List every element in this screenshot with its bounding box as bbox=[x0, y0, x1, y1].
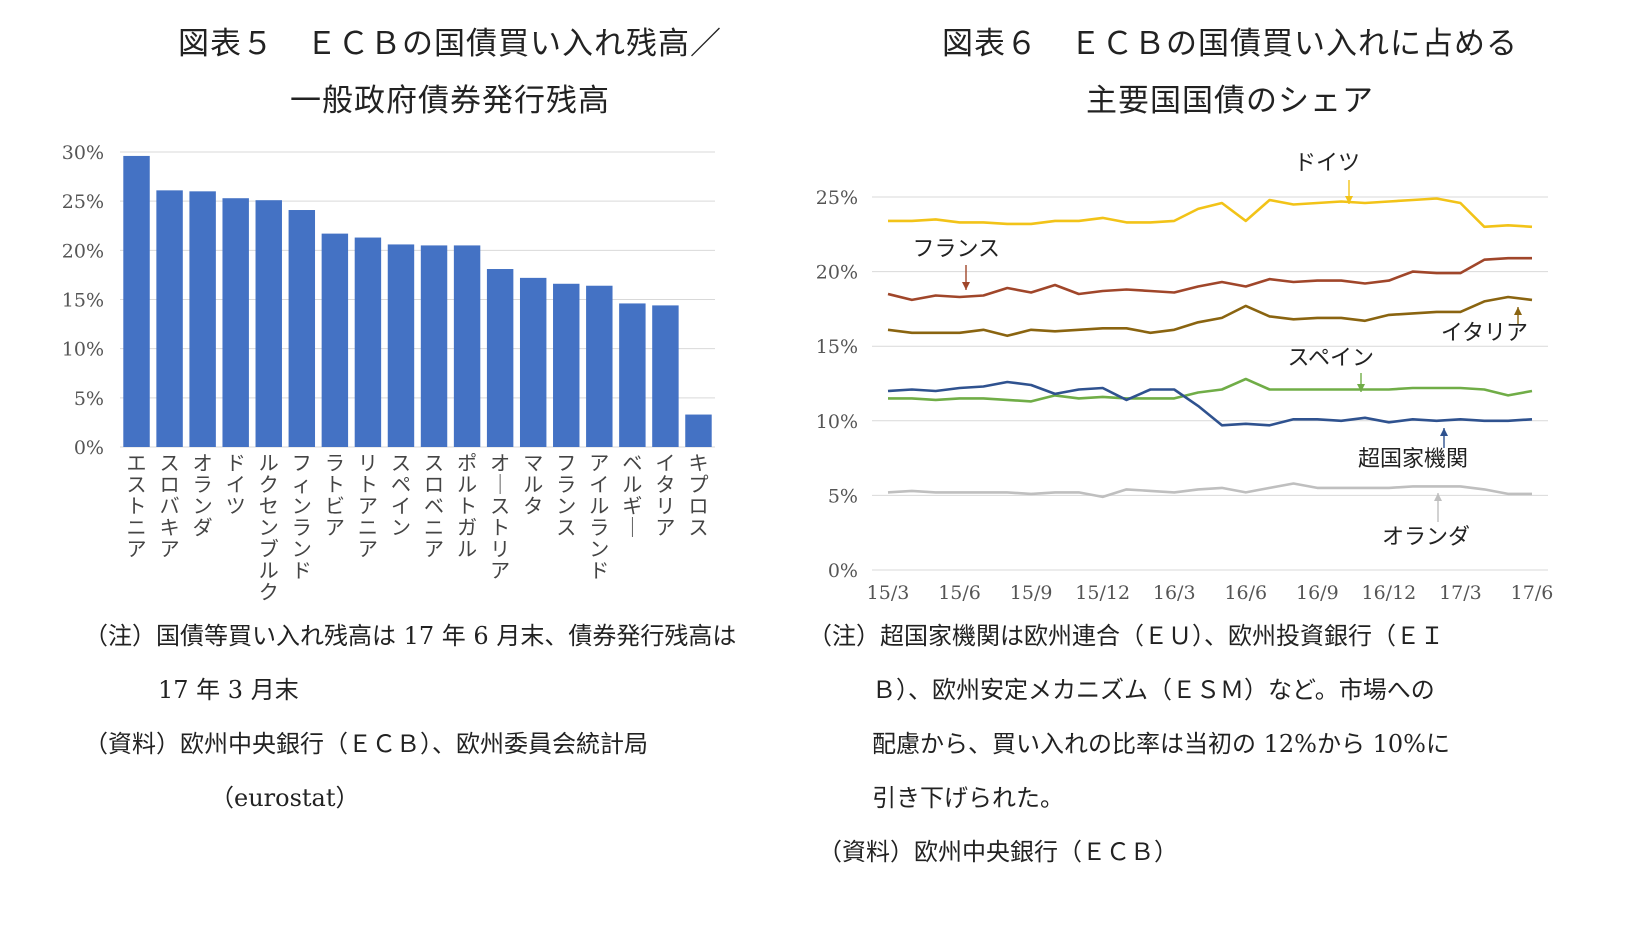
series-line bbox=[887, 295, 1533, 338]
category-label: イタリア bbox=[655, 451, 675, 540]
y-tick-label: 20% bbox=[62, 240, 104, 262]
series-label: 超国家機関 bbox=[1358, 447, 1468, 472]
y-tick-label: 10% bbox=[816, 411, 858, 433]
x-tick-label: 17/6 bbox=[1511, 582, 1554, 604]
series-label: オランダ bbox=[1382, 525, 1470, 550]
chart6-title-line2: 主要国国債のシェア bbox=[1086, 83, 1374, 119]
label-arrowhead bbox=[1440, 428, 1448, 436]
chart6-title: 図表６ ＥＣＢの国債買い入れに占める 主要国国債のシェア bbox=[840, 16, 1620, 130]
bar bbox=[288, 210, 316, 447]
series-line bbox=[888, 197, 1533, 229]
series-line bbox=[887, 482, 1532, 499]
line-chart: 0% 5% 10% 15% 20% 25% 15/3 15/6 15/9 15/12 16/3 16/… bbox=[816, 151, 1554, 604]
series-label: スペイン bbox=[1288, 346, 1374, 371]
bar bbox=[420, 245, 448, 447]
chart5-source-line2: （eurostat） bbox=[210, 784, 360, 812]
series-line bbox=[888, 377, 1533, 403]
bar bbox=[553, 283, 580, 447]
bar bbox=[156, 190, 183, 447]
bar bbox=[387, 244, 415, 447]
chart5-title: 図表５ ＥＣＢの国債買い入れ残高／ 一般政府債券発行残高 bbox=[70, 16, 830, 130]
bar-chart: 0% 5% 10% 15% 20% 25% 30% エストニアスロバキアオランダドイツルクセン… bbox=[62, 142, 715, 604]
bar bbox=[255, 200, 282, 447]
x-tick-label: 16/9 bbox=[1296, 582, 1339, 604]
series-label: フランス bbox=[912, 237, 1000, 262]
category-label: ポルトガル bbox=[457, 451, 477, 561]
category-label: アイルランド bbox=[589, 451, 609, 583]
category-label: エストニア bbox=[127, 451, 147, 561]
chart6-note-line2: Ｂ）、欧州安定メカニズム（ＥＳＭ）など。市場への bbox=[872, 676, 1435, 704]
series-label: ドイツ bbox=[1294, 151, 1360, 176]
category-label: キプロス bbox=[688, 451, 708, 540]
category-label: オ｜ストリア bbox=[490, 451, 510, 583]
category-label: オランダ bbox=[193, 451, 213, 540]
bar bbox=[586, 285, 613, 447]
label-arrowhead bbox=[1434, 493, 1442, 501]
category-label: フランス bbox=[556, 451, 576, 540]
x-tick-label: 16/12 bbox=[1362, 582, 1417, 604]
bar bbox=[519, 277, 547, 447]
x-tick-label: 15/12 bbox=[1075, 582, 1130, 604]
bar bbox=[222, 198, 249, 447]
chart5-note-line2: 17 年 3 月末 bbox=[158, 676, 299, 704]
chart5-title-line1: 図表５ ＥＣＢの国債買い入れ残高／ bbox=[178, 26, 722, 62]
bar bbox=[354, 237, 382, 447]
category-label: ルクセンブルク bbox=[259, 451, 279, 604]
chart5-source-line1: （資料）欧州中央銀行（ＥＣＢ）、欧州委員会統計局 bbox=[84, 730, 648, 758]
x-tick-label: 16/3 bbox=[1153, 582, 1196, 604]
series-line bbox=[887, 256, 1532, 302]
bar bbox=[486, 269, 514, 447]
x-tick-label: 15/9 bbox=[1010, 582, 1053, 604]
bar bbox=[123, 155, 150, 447]
chart6-note-line1: （注）超国家機関は欧州連合（ＥＵ）、欧州投資銀行（ＥＩ bbox=[808, 622, 1444, 650]
bar bbox=[652, 305, 679, 447]
category-label: ベルギ｜ bbox=[622, 451, 642, 540]
bar bbox=[619, 303, 646, 447]
label-arrowhead bbox=[1345, 196, 1353, 204]
chart6-source: （資料）欧州中央銀行（ＥＣＢ） bbox=[818, 838, 1178, 866]
y-tick-label: 20% bbox=[816, 262, 858, 284]
bar bbox=[189, 191, 216, 447]
chart6-note-line3: 配慮から、買い入れの比率は当初の 12%から 10%に bbox=[872, 730, 1450, 758]
x-tick-label: 15/3 bbox=[867, 582, 910, 604]
bar bbox=[321, 233, 349, 447]
category-label: スロバキア bbox=[160, 451, 180, 561]
y-tick-label: 0% bbox=[74, 437, 104, 459]
label-arrowhead bbox=[962, 282, 970, 290]
category-label: スペイン bbox=[391, 451, 411, 540]
category-label: ラトビア bbox=[325, 451, 345, 540]
y-tick-label: 5% bbox=[828, 485, 858, 507]
y-tick-label: 25% bbox=[816, 187, 858, 209]
category-label: フィンランド bbox=[292, 451, 312, 583]
chart6-note-line4: 引き下げられた。 bbox=[872, 784, 1064, 812]
series-label: イタリア bbox=[1441, 321, 1528, 346]
chart5-title-line2: 一般政府債券発行残高 bbox=[290, 83, 610, 119]
category-label: ドイツ bbox=[226, 451, 246, 518]
category-label: スロベニア bbox=[424, 451, 444, 561]
series-line bbox=[887, 380, 1533, 427]
y-tick-label: 5% bbox=[74, 388, 104, 410]
label-arrowhead bbox=[1514, 307, 1522, 315]
category-label: リトアニア bbox=[358, 451, 378, 561]
chart6-title-line1: 図表６ ＥＣＢの国債買い入れに占める bbox=[942, 26, 1518, 62]
label-arrowhead bbox=[1357, 384, 1365, 392]
x-tick-label: 16/6 bbox=[1224, 582, 1267, 604]
category-label: マルタ bbox=[523, 451, 543, 518]
x-tick-label: 17/3 bbox=[1439, 582, 1482, 604]
y-tick-label: 0% bbox=[828, 560, 858, 582]
bar bbox=[453, 245, 481, 447]
y-tick-label: 15% bbox=[816, 336, 858, 358]
chart5-note-line1: （注）国債等買い入れ残高は 17 年 6 月末、債券発行残高は bbox=[84, 622, 737, 650]
y-tick-label: 30% bbox=[62, 142, 104, 164]
bar bbox=[685, 414, 712, 447]
y-tick-label: 25% bbox=[62, 191, 104, 213]
y-tick-label: 10% bbox=[62, 339, 104, 361]
x-tick-label: 15/6 bbox=[938, 582, 981, 604]
y-tick-label: 15% bbox=[62, 290, 104, 312]
